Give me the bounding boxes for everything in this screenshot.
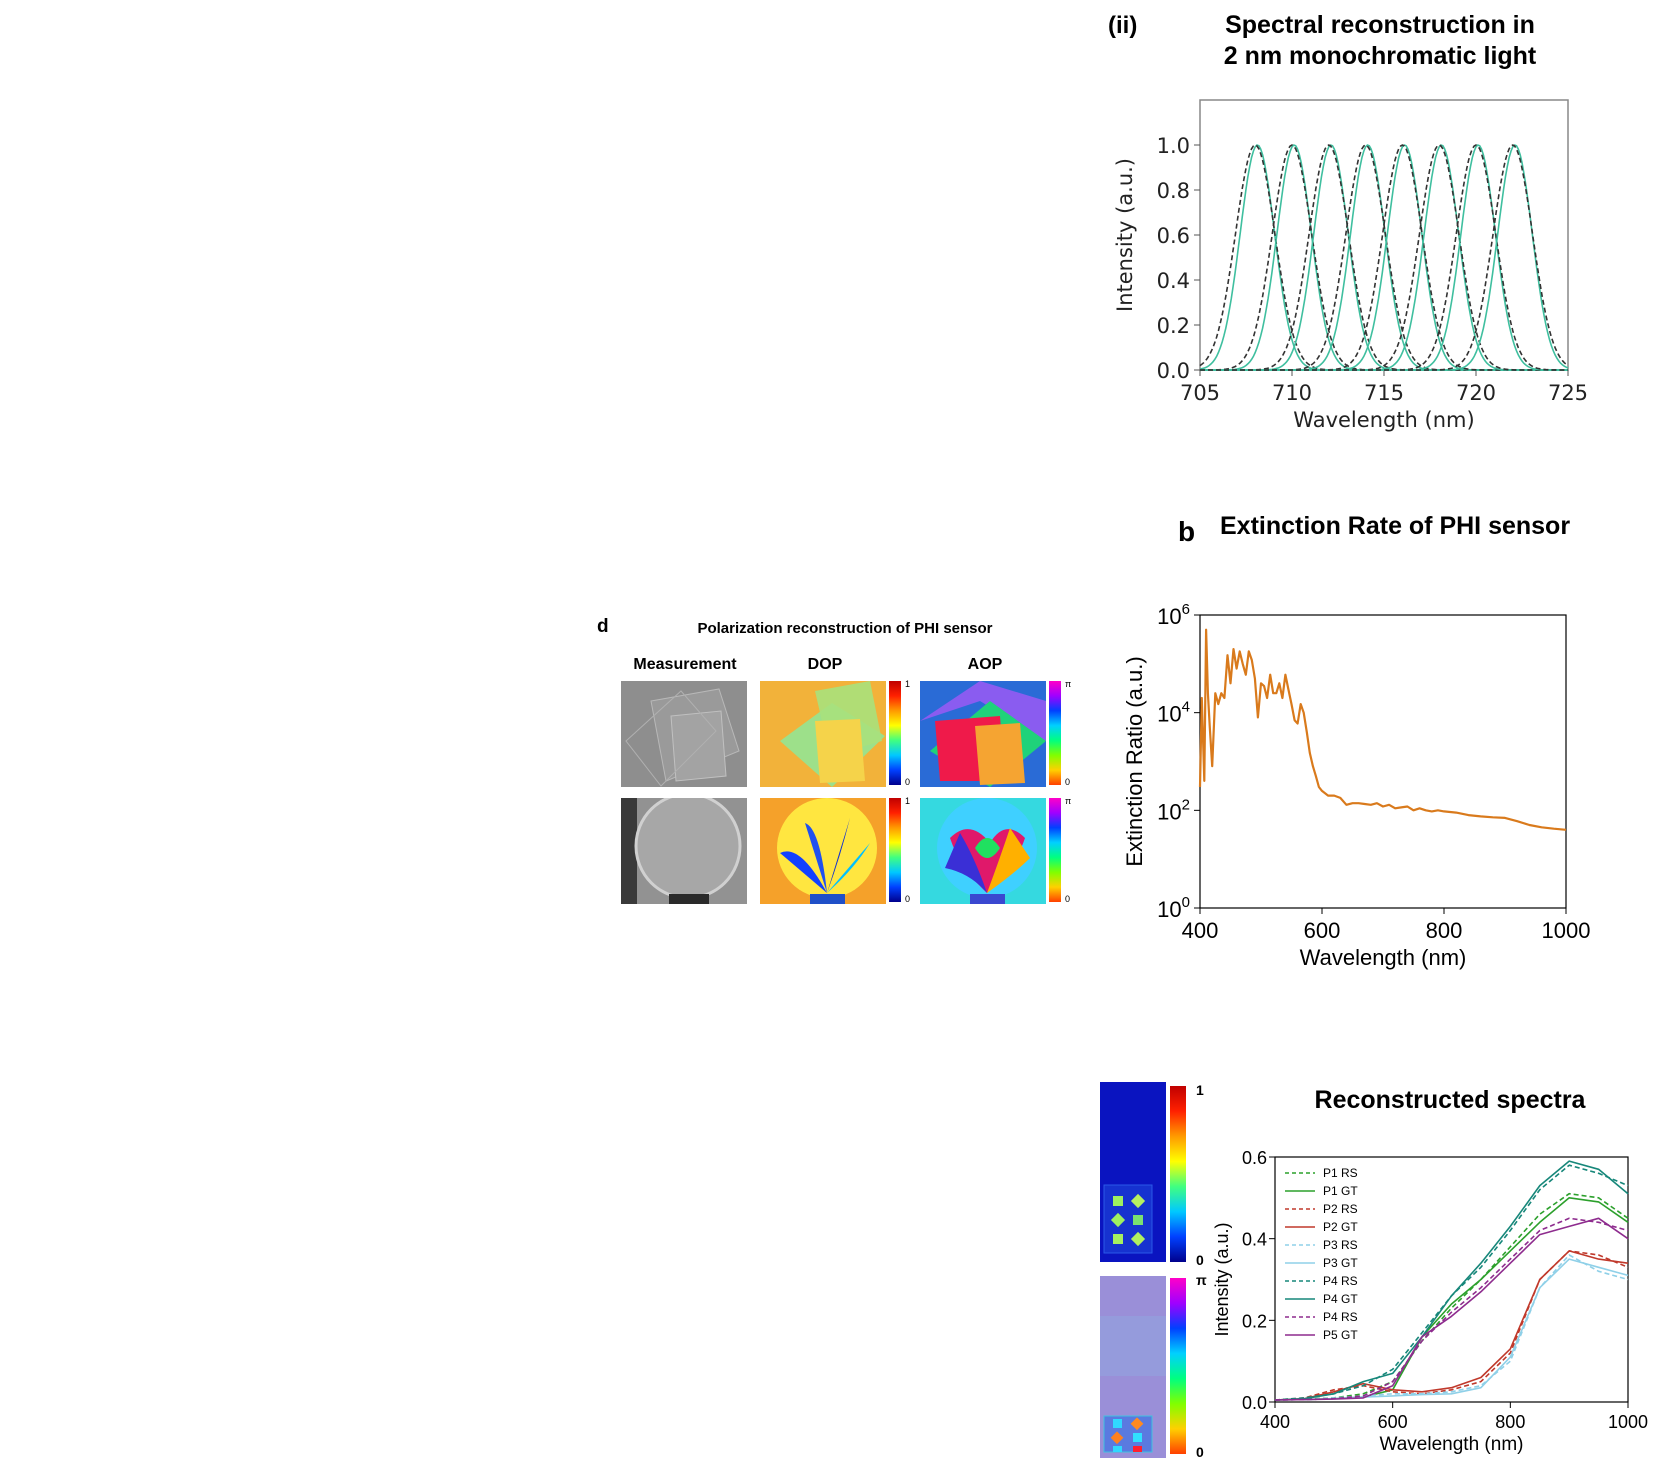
measurement-image-circle xyxy=(621,798,747,904)
x-tick-label: 725 xyxy=(1548,381,1588,405)
y-axis-label: Extinction Ratio (a.u.) xyxy=(1122,656,1147,866)
y-tick-label: 0.6 xyxy=(1157,224,1190,248)
dop-image-circle xyxy=(760,798,886,904)
legend-label: P4 GT xyxy=(1323,1292,1358,1306)
legend-label: P4 RS xyxy=(1323,1274,1358,1288)
x-tick-label: 600 xyxy=(1304,918,1341,943)
y-tick-label: 1.0 xyxy=(1157,134,1190,158)
x-tick-label: 400 xyxy=(1182,918,1219,943)
column-aop: AOP xyxy=(967,656,1003,673)
y-tick-label: 100 xyxy=(1157,894,1190,922)
x-axis-label: Wavelength (nm) xyxy=(1300,945,1467,970)
dop-map-patches xyxy=(1100,1082,1166,1262)
x-tick-label: 600 xyxy=(1378,1412,1408,1432)
dop-colorbar-2 xyxy=(889,798,901,902)
bottom-colorbar-2 xyxy=(1170,1278,1186,1454)
y-tick-label: 0.0 xyxy=(1157,359,1190,383)
bottom-colorbar-1-max: 1 xyxy=(1196,1082,1204,1098)
panel-d-title: Polarization reconstruction of PHI senso… xyxy=(697,620,993,637)
x-tick-label: 800 xyxy=(1426,918,1463,943)
plot-frame xyxy=(1199,614,1567,909)
column-measurement: Measurement xyxy=(633,656,737,673)
legend-label: P1 RS xyxy=(1323,1166,1358,1180)
panel-ii-label: (ii) xyxy=(1108,12,1138,39)
legend-label: P1 GT xyxy=(1323,1184,1358,1198)
y-tick-label: 106 xyxy=(1157,601,1190,629)
ground-truth-line xyxy=(1200,144,1569,371)
series-line xyxy=(1274,1217,1629,1401)
aop-map-patches xyxy=(1100,1276,1166,1458)
reconstructed-spectra-chart: Reconstructed spectra 0.0 0.2 0.4 0.6 400 600 8… xyxy=(1212,1086,1648,1455)
y-tick-label: 0.2 xyxy=(1242,1311,1267,1331)
bottom-colorbar-1-min: 0 xyxy=(1196,1252,1204,1268)
aop-colorbar-min: 0 xyxy=(1065,777,1071,787)
y-axis-label: Intensity (a.u.) xyxy=(1113,158,1137,312)
x-tick-label: 715 xyxy=(1364,381,1404,405)
series-line xyxy=(1274,1160,1629,1401)
extinction-line xyxy=(1198,628,1567,831)
legend-label: P3 GT xyxy=(1323,1256,1358,1270)
aop-colorbar-max: π xyxy=(1065,679,1072,689)
ground-truth-line xyxy=(1200,144,1568,371)
series-line xyxy=(1274,1250,1629,1401)
x-tick-label: 400 xyxy=(1260,1412,1290,1432)
x-axis-label: Wavelength (nm) xyxy=(1293,408,1474,432)
x-axis-label: Wavelength (nm) xyxy=(1380,1434,1524,1455)
reconstructed-spectra-title: Reconstructed spectra xyxy=(1315,1086,1587,1114)
column-dop: DOP xyxy=(807,656,843,673)
y-tick-label: 102 xyxy=(1157,796,1190,824)
y-tick-label: 0.6 xyxy=(1242,1148,1267,1168)
extinction-chart: 100 102 104 106 400 600 800 1000 Wavelength (nm)… xyxy=(1122,601,1591,970)
x-tick-label: 720 xyxy=(1456,381,1496,405)
y-tick-label: 104 xyxy=(1157,699,1190,727)
panel-ii-title: Spectral reconstruction in 2 nm monochro… xyxy=(1170,10,1590,72)
x-tick-label: 1000 xyxy=(1608,1412,1648,1432)
dop-colorbar xyxy=(889,681,901,785)
x-tick-label: 705 xyxy=(1180,381,1220,405)
dop-colorbar-2-max: 1 xyxy=(905,796,911,806)
panel-d-label: d xyxy=(597,616,609,637)
plot-frame xyxy=(1199,99,1569,371)
y-tick-label: 0.8 xyxy=(1157,179,1190,203)
y-tick-label: 0.0 xyxy=(1242,1393,1267,1413)
panel-b-title: Extinction Rate of PHI sensor xyxy=(1220,512,1571,540)
bottom-colorbar-2-min: 0 xyxy=(1196,1444,1204,1460)
aop-image-circle xyxy=(920,798,1046,904)
legend-label: P2 RS xyxy=(1323,1202,1358,1216)
bottom-colorbar-2-max: π xyxy=(1196,1272,1207,1288)
aop-colorbar-2-max: π xyxy=(1065,796,1072,806)
y-tick-label: 0.2 xyxy=(1157,314,1190,338)
dop-colorbar-max: 1 xyxy=(905,679,911,689)
panel-ii-title-line2: 2 nm monochromatic light xyxy=(1223,42,1537,70)
bottom-colorbar-1 xyxy=(1170,1086,1186,1262)
legend-label: P2 GT xyxy=(1323,1220,1358,1234)
panel-ii-title-line1: Spectral reconstruction in xyxy=(1225,11,1535,39)
aop-colorbar xyxy=(1049,681,1061,785)
dop-image-squares xyxy=(760,681,886,787)
y-tick-label: 0.4 xyxy=(1157,269,1190,293)
dop-colorbar-2-min: 0 xyxy=(905,894,911,904)
y-axis-label: Intensity (a.u.) xyxy=(1212,1222,1232,1336)
monochromatic-chart: 0.0 0.2 0.4 0.6 0.8 1.0 705 710 715 720 725 Wavelen… xyxy=(1113,99,1588,432)
legend-label: P3 RS xyxy=(1323,1238,1358,1252)
panel-b-label: b xyxy=(1178,516,1196,547)
x-tick-label: 710 xyxy=(1272,381,1312,405)
aop-colorbar-2 xyxy=(1049,798,1061,902)
y-tick-label: 0.4 xyxy=(1242,1230,1267,1250)
measurement-image-squares xyxy=(621,681,747,787)
legend-label: P4 RS xyxy=(1323,1310,1358,1324)
aop-image-squares xyxy=(920,681,1046,787)
aop-colorbar-2-min: 0 xyxy=(1065,894,1071,904)
x-tick-label: 1000 xyxy=(1542,918,1591,943)
x-tick-label: 800 xyxy=(1495,1412,1525,1432)
legend-label: P5 GT xyxy=(1323,1328,1358,1342)
dop-colorbar-min: 0 xyxy=(905,777,911,787)
